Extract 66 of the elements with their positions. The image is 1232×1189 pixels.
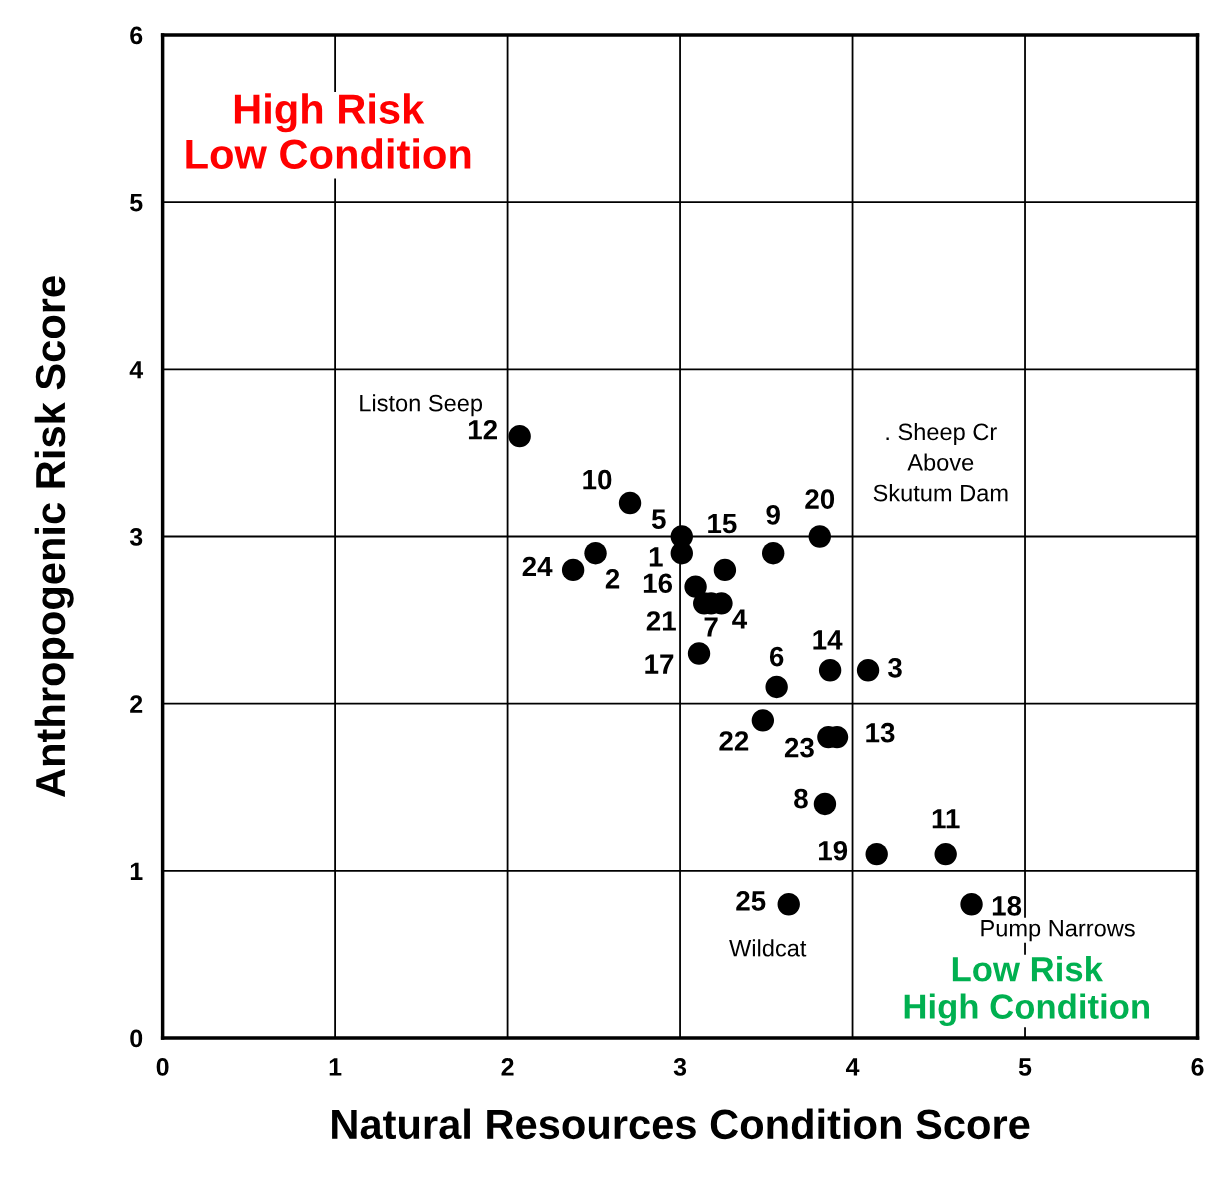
point — [934, 842, 957, 866]
x-tick-label: 0 — [156, 1058, 169, 1076]
y-tick-label: 1 — [130, 862, 143, 880]
annotation: 20 — [805, 489, 835, 509]
point — [856, 659, 880, 682]
annotation: 13 — [866, 722, 895, 743]
point — [687, 642, 711, 665]
x-tick-label: 5 — [1018, 1058, 1032, 1076]
annotation: 2 — [605, 568, 620, 589]
annotation: 14 — [813, 630, 843, 650]
y-tick-label: 2 — [130, 695, 143, 713]
annotation: Wildcat — [729, 939, 807, 957]
y-tick-label: 6 — [130, 26, 143, 45]
point — [777, 893, 800, 916]
point — [508, 424, 531, 448]
annotation: 5 — [651, 509, 666, 529]
x-tick-label: 3 — [673, 1058, 687, 1076]
y-tick-label: 4 — [129, 361, 144, 379]
point — [561, 558, 585, 582]
annotation: 12 — [468, 419, 497, 440]
point — [818, 659, 842, 682]
x-tick-label: 6 — [1191, 1058, 1204, 1076]
point — [808, 525, 831, 548]
point — [762, 542, 785, 565]
annotation: 6 — [769, 646, 784, 667]
point — [584, 542, 607, 565]
x-tick-label: 2 — [501, 1058, 514, 1076]
point — [765, 675, 788, 699]
annotation: 21 — [646, 611, 676, 631]
y-axis-title: Anthropogenic Risk Score — [34, 276, 74, 798]
annotation: . Sheep Cr Above Skutum Dam — [873, 422, 1008, 502]
annotation: 25 — [736, 891, 766, 911]
point — [684, 575, 707, 598]
annotation: 9 — [766, 504, 780, 525]
annotation: 18 — [992, 896, 1022, 916]
x-tick-label: 1 — [329, 1058, 342, 1076]
point — [865, 842, 888, 866]
annotation: 19 — [818, 840, 848, 861]
annotation: Liston Seep — [360, 394, 483, 417]
point — [618, 491, 642, 515]
annotation: 16 — [643, 573, 673, 594]
annotation: Pump Narrows — [981, 920, 1135, 942]
annotation: 17 — [645, 654, 674, 674]
annotation: High Risk Low Condition — [186, 93, 471, 169]
annotation: 3 — [887, 658, 902, 678]
point — [751, 709, 775, 732]
y-tick-label: 0 — [130, 1029, 143, 1048]
point — [960, 893, 983, 916]
annotation: Low Risk High Condition — [904, 956, 1149, 1026]
annotation: 1 — [649, 547, 663, 567]
point — [670, 542, 693, 565]
y-tick-label: 3 — [129, 528, 143, 546]
x-tick-label: 4 — [845, 1058, 860, 1076]
annotation: 8 — [794, 788, 808, 809]
annotation: 7 — [704, 617, 718, 637]
x-axis-title: Natural Resources Condition Score — [332, 1108, 1030, 1140]
annotation: 10 — [583, 469, 612, 490]
point — [813, 792, 837, 816]
annotation: 22 — [719, 731, 749, 751]
y-tick-label: 5 — [130, 193, 143, 212]
annotation: 23 — [784, 737, 814, 758]
point — [713, 558, 737, 582]
annotation: 24 — [522, 556, 553, 577]
annotation: 11 — [932, 809, 960, 829]
annotation: 4 — [732, 609, 748, 629]
annotation: 15 — [708, 513, 737, 534]
